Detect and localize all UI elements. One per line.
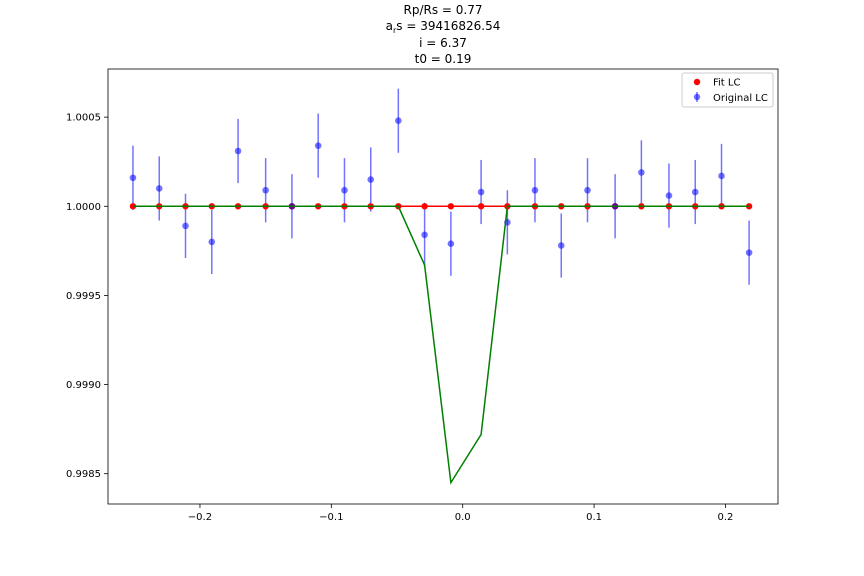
fit-lc-point (447, 203, 455, 210)
original-lc-point (367, 176, 375, 183)
plot-area (129, 88, 753, 485)
original-lc-point (129, 174, 137, 182)
title-line-a-rs: ars = 39416826.54 (386, 19, 501, 35)
original-lc-point (341, 186, 348, 194)
original-lc-point (234, 147, 242, 155)
model-lc-line (132, 205, 750, 485)
x-tick-label: −0.2 (188, 512, 212, 523)
x-tick-label: 0.1 (586, 512, 602, 523)
legend: Fit LC Original LC (681, 72, 774, 108)
legend-fit-lc-marker (693, 78, 701, 86)
x-tick-label: −0.1 (319, 512, 343, 523)
original-lc-point (638, 169, 645, 176)
original-lc-point (665, 192, 673, 199)
original-lc-point (395, 117, 402, 125)
original-lc-point (447, 240, 455, 248)
title-line-rp-rs: Rp/Rs = 0.77 (404, 3, 483, 17)
y-tick-label: 0.9985 (66, 469, 101, 480)
original-lc-point (182, 222, 189, 230)
y-tick-label: 0.9995 (66, 291, 101, 302)
y-tick-label: 0.9990 (66, 380, 101, 391)
legend-box (681, 72, 774, 108)
y-tick-label: 1.0005 (66, 113, 101, 124)
original-lc-point (745, 249, 753, 256)
original-lc-point (208, 238, 216, 246)
legend-original-lc-marker (693, 93, 701, 101)
original-lc-point (262, 186, 269, 194)
legend-fit-lc-label: Fit LC (713, 78, 740, 89)
axes: −0.2 −0.1 0.0 0.1 0.2 0.9985 0.9990 0.9995 1.000… (66, 68, 779, 523)
original-lc-point (531, 186, 539, 194)
title-line-t0: t0 = 0.19 (415, 52, 472, 66)
y-tick-label: 1.0000 (66, 202, 101, 213)
x-tick-label: 0.2 (717, 512, 733, 523)
original-lc-point (557, 242, 565, 249)
original-lc-point (314, 142, 322, 149)
original-lc-point (421, 231, 428, 239)
axes-frame (107, 68, 779, 505)
x-tick-label: 0.0 (455, 512, 471, 523)
original-lc-point (155, 185, 163, 192)
chart-title: Rp/Rs = 0.77 ars = 39416826.54 i = 6.37 … (386, 3, 501, 66)
legend-original-lc-label: Original LC (713, 93, 768, 104)
original-lc-point (584, 186, 591, 194)
original-lc-point (718, 172, 725, 180)
original-lc-point (477, 188, 485, 196)
fit-lc-point (421, 203, 428, 210)
title-line-inclination: i = 6.37 (419, 36, 467, 50)
fit-lc-point (477, 203, 485, 210)
original-lc-point (691, 188, 699, 196)
